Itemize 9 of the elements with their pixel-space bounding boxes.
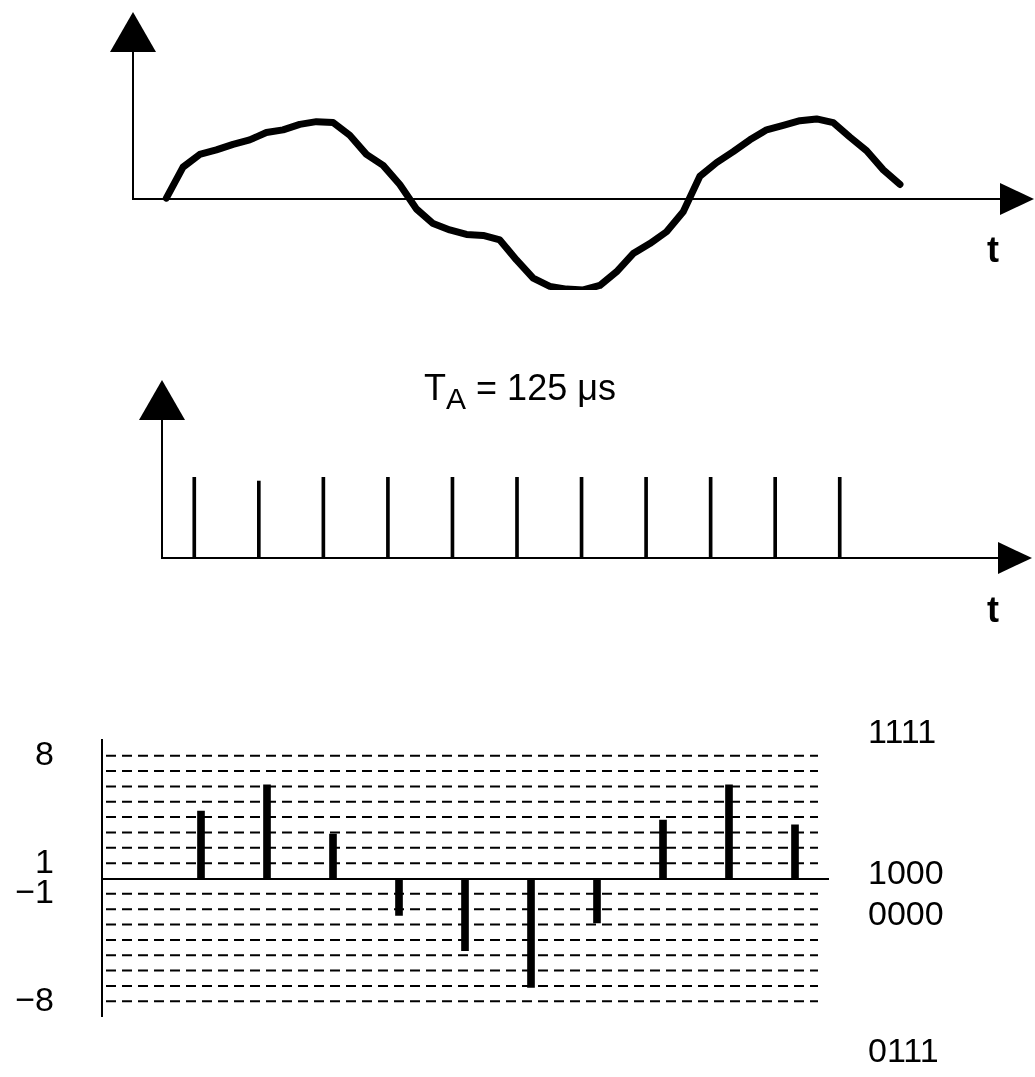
text: 0000 [868, 894, 944, 932]
x-axis-title: t [987, 589, 999, 630]
x-axis-title: t [987, 229, 999, 270]
text: 0111 [868, 1031, 939, 1069]
text: T$_{A}$ = 125 μs [424, 367, 616, 415]
text: 1111 [868, 712, 937, 750]
y-tick-label: 8 [35, 734, 54, 773]
y-tick-label: −8 [15, 979, 54, 1018]
text: 1000 [868, 853, 944, 891]
